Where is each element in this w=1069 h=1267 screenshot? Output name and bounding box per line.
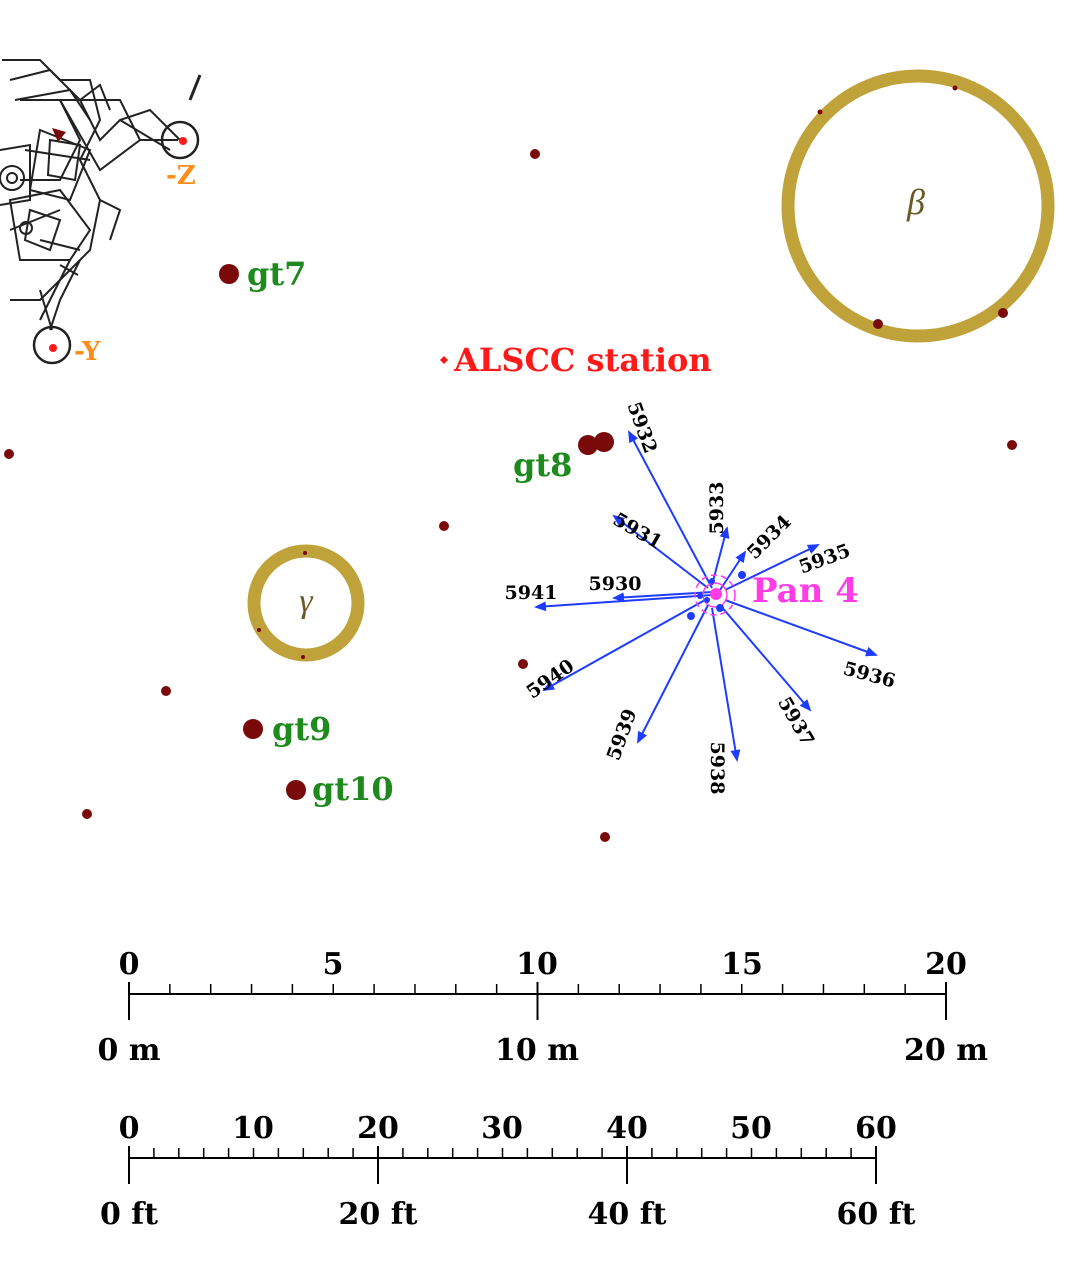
gt7-marker	[219, 264, 239, 284]
crater-beta-label: β	[906, 182, 925, 222]
photo-label-5941: 5941	[505, 582, 558, 604]
rock-marker	[600, 832, 610, 842]
gt10-marker	[286, 780, 306, 800]
rock-marker	[4, 449, 14, 459]
lunar-module-drawing	[0, 59, 202, 365]
photo-label-5934: 5934	[743, 511, 796, 564]
pan-position-dot	[716, 604, 724, 612]
rock-marker	[952, 85, 958, 91]
scale-tick-label: 10	[516, 947, 558, 982]
photo-label-5940: 5940	[522, 655, 578, 703]
scale-tick-label: 15	[721, 947, 763, 982]
photo-arrow-5934	[719, 550, 747, 591]
photo-label-5937: 5937	[773, 693, 818, 750]
scale-unit-label: 0 ft	[100, 1197, 158, 1232]
photo-label-5931: 5931	[609, 508, 666, 553]
rock-marker	[518, 659, 528, 669]
rock-marker	[161, 686, 171, 696]
scale-tick-label: 0	[119, 947, 140, 982]
scale-unit-label: 60 ft	[837, 1197, 916, 1232]
scale-unit-label: 10 m	[495, 1033, 579, 1068]
scale-unit-label: 40 ft	[588, 1197, 667, 1232]
pan-position-dot	[709, 578, 715, 584]
lm-pad-y-label: -Y	[74, 337, 101, 367]
photo-arrow-5940	[542, 599, 706, 691]
crater-gamma-ring	[247, 544, 365, 662]
pan4-ring-outer	[694, 574, 736, 616]
pan4-center	[710, 588, 722, 600]
pan-position-dot	[704, 597, 710, 603]
scale-tick-label: 20	[925, 947, 967, 982]
pan-position-dot	[697, 593, 703, 599]
scale-bar-feet: 0 10 20 30 40 50 60 0 ft 20 ft 40 ft 60 …	[100, 1111, 916, 1232]
scale-tick-label: 10	[232, 1111, 274, 1146]
crater-gamma-label: γ	[299, 583, 314, 620]
lm-pad-z-label: -Z	[166, 161, 196, 191]
station-marker-icon	[440, 356, 448, 364]
scale-unit-label: 0 m	[97, 1033, 160, 1068]
lm-pad-z-point	[179, 137, 187, 145]
scale-tick-label: 0	[119, 1111, 140, 1146]
photo-label-5936: 5936	[841, 658, 898, 693]
photo-label-5933: 5933	[706, 482, 728, 535]
pan-position-dot	[687, 612, 695, 620]
photo-label-5932: 5932	[623, 399, 662, 456]
rock-marker	[439, 521, 449, 531]
scale-unit-label: 20 m	[904, 1033, 988, 1068]
scale-tick-label: 60	[855, 1111, 897, 1146]
pan4-station	[687, 571, 746, 620]
pan4-ring-inner	[702, 582, 728, 608]
rock-marker	[873, 319, 883, 329]
scale-tick-label: 20	[357, 1111, 399, 1146]
pan-position-dot	[738, 571, 746, 579]
rock-marker	[303, 551, 307, 555]
photo-arrow-5933	[711, 526, 730, 586]
gt10-label: gt10	[312, 770, 394, 808]
rock-marker	[817, 109, 823, 115]
station-label: ALSCC station	[453, 341, 712, 379]
photo-label-5930: 5930	[589, 573, 642, 595]
photo-arrow-5936	[724, 599, 878, 657]
scale-bar-meters: 0 5 10 15 20 0 m 10 m 20 m	[97, 947, 988, 1068]
rock-marker	[530, 149, 540, 159]
photo-arrow-5931	[612, 514, 709, 589]
gt8-label: gt8	[513, 446, 572, 484]
photo-label-5939: 5939	[603, 706, 642, 763]
lm-pad-y-point	[49, 344, 57, 352]
gt8-marker	[578, 435, 598, 455]
photo-arrow-5937	[719, 604, 812, 712]
crater-beta-ring	[781, 69, 1055, 343]
photo-arrow-5938	[711, 607, 741, 762]
rock-marker	[301, 655, 305, 659]
pan4-label: Pan 4	[752, 571, 859, 611]
gt9-label: gt9	[272, 710, 331, 748]
scale-bar-feet-ticks	[128, 1146, 877, 1184]
lm-marker-icon	[52, 128, 66, 142]
scale-tick-label: 40	[606, 1111, 648, 1146]
scale-unit-label: 20 ft	[339, 1197, 418, 1232]
photo-arrow-5932	[628, 430, 713, 589]
gt9-marker	[243, 719, 263, 739]
gt8-marker-secondary	[594, 432, 614, 452]
scale-tick-label: 50	[730, 1111, 772, 1146]
rock-marker	[998, 308, 1008, 318]
rock-marker	[257, 628, 261, 632]
scale-bar-meters-ticks	[128, 982, 947, 1020]
rock-markers	[4, 85, 1017, 842]
photo-arrow-5935	[724, 544, 820, 591]
photo-arrow-5941	[534, 594, 713, 612]
rock-marker	[1007, 440, 1017, 450]
scale-tick-label: 30	[481, 1111, 523, 1146]
scale-tick-label: 5	[323, 947, 344, 982]
photo-label-5938: 5938	[706, 742, 728, 795]
gt7-label: gt7	[247, 255, 306, 293]
rock-marker	[82, 809, 92, 819]
photo-arrow-5939	[637, 604, 709, 744]
